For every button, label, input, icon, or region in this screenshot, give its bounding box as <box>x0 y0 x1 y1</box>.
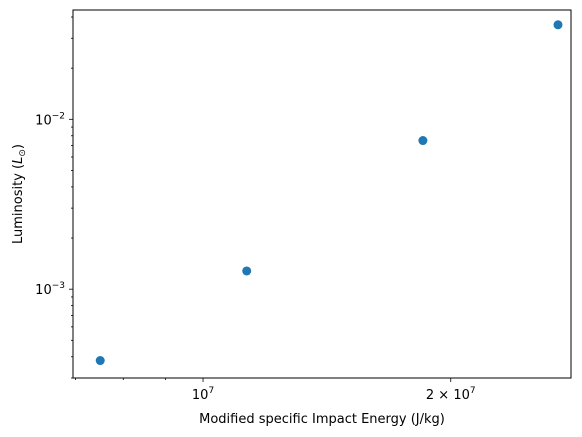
plot-area <box>72 9 572 379</box>
y-axis-label-unit: L <box>11 157 26 164</box>
x-ticks: 107 2 × 107 <box>75 378 476 403</box>
y-tick-label: 10−3 <box>35 281 65 298</box>
data-point <box>553 20 563 30</box>
x-axis-label: Modified specific Impact Energy (J/kg) <box>199 412 445 427</box>
y-axis-label-unit-sub: ⊙ <box>18 149 28 157</box>
data-point <box>242 266 252 276</box>
x-tick-label: 2 × 107 <box>426 386 476 403</box>
y-axis-label: Luminosity (L⊙) <box>11 144 28 244</box>
y-ticks: 10−3 10−2 <box>35 16 73 379</box>
x-tick-label: 107 <box>192 386 214 403</box>
data-point <box>418 136 428 146</box>
data-points <box>95 20 563 366</box>
data-point <box>95 356 105 366</box>
y-axis-label-text: Luminosity <box>11 173 26 244</box>
y-tick-label: 10−2 <box>35 111 65 128</box>
